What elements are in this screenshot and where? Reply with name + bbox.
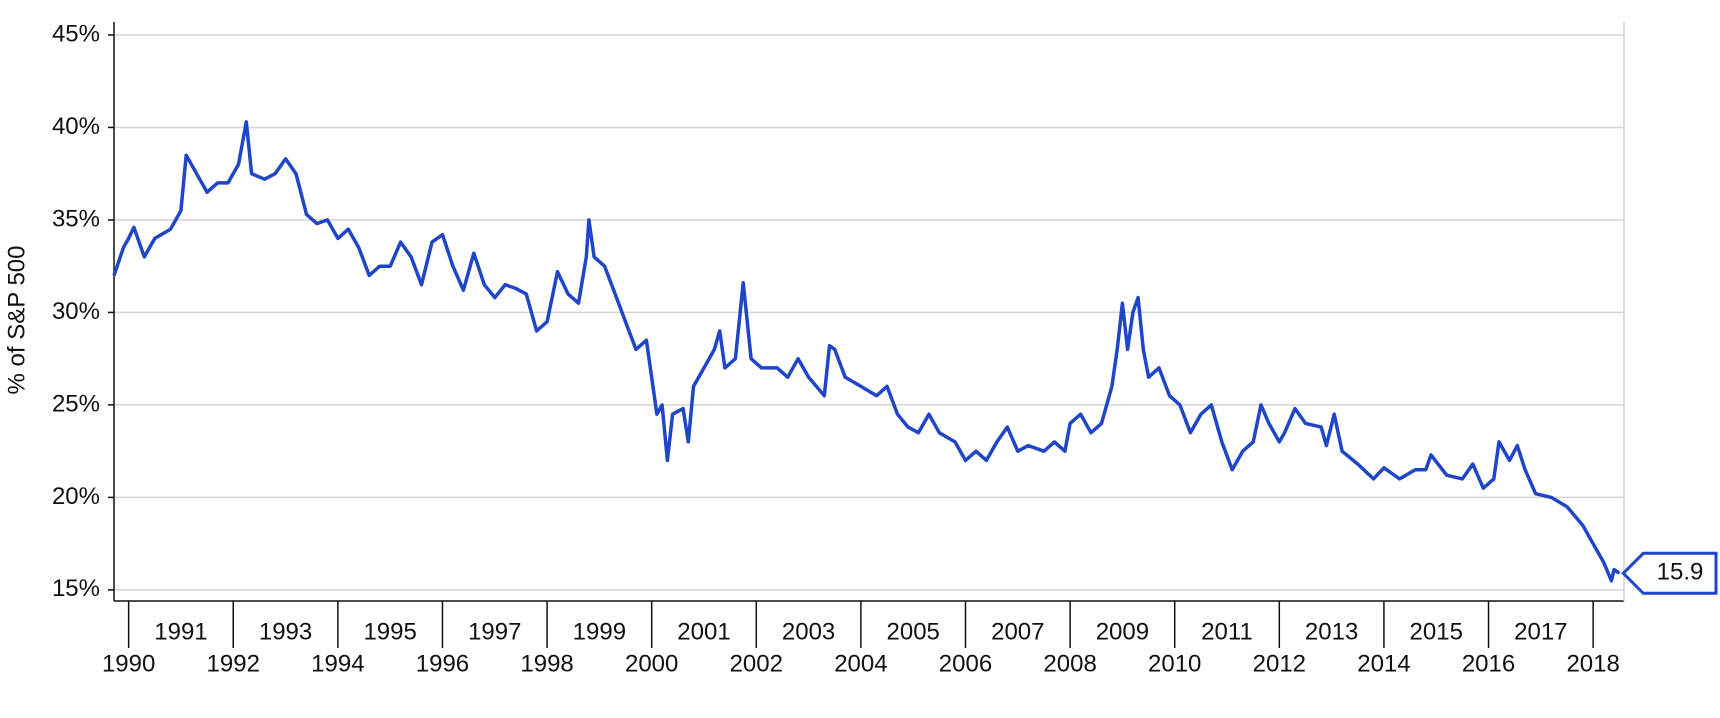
y-tick-label: 20% — [52, 483, 100, 510]
value-label: 15.9 — [1657, 559, 1704, 586]
x-tick-label: 2013 — [1305, 618, 1358, 645]
x-tick-label: 1999 — [573, 618, 626, 645]
x-tick-label: 2004 — [834, 650, 887, 677]
x-tick-label: 2009 — [1096, 618, 1149, 645]
x-tick-label: 1997 — [468, 618, 521, 645]
x-tick-label: 2000 — [625, 650, 678, 677]
line — [112, 120, 1621, 583]
x-tick-label: 1994 — [311, 650, 364, 677]
x-tick-label: 2001 — [677, 618, 730, 645]
y-tick-label: 25% — [52, 390, 100, 417]
x-tick-label: 1992 — [207, 650, 260, 677]
x-tick-label: 2014 — [1357, 650, 1410, 677]
y-tick-label: 40% — [52, 113, 100, 140]
x-tick-label: 1993 — [259, 618, 312, 645]
x-tick-label: 2011 — [1201, 618, 1253, 645]
x-tick-label: 2018 — [1566, 650, 1619, 677]
x-tick-label: 2002 — [730, 650, 783, 677]
x-tick-label: 2005 — [887, 618, 940, 645]
x-tick-label: 2006 — [939, 650, 992, 677]
x-tick-label: 2010 — [1148, 650, 1201, 677]
x-tick-label: 2007 — [991, 618, 1044, 645]
x-tick-label: 2016 — [1462, 650, 1515, 677]
callout — [1621, 551, 1718, 595]
y-tick-label: 35% — [52, 205, 100, 232]
x-tick-label: 2008 — [1043, 650, 1096, 677]
x-tick-label: 1998 — [520, 650, 573, 677]
y-tick-label: 30% — [52, 298, 100, 325]
x-tick-label: 1996 — [416, 650, 469, 677]
x-tick-label: 2012 — [1253, 650, 1306, 677]
x-tick-label: 1995 — [363, 618, 416, 645]
x-tick-label: 2015 — [1410, 618, 1463, 645]
y-tick-label: 15% — [52, 575, 100, 602]
y-tick-label: 45% — [52, 20, 100, 47]
x-tick-label: 1991 — [154, 618, 207, 645]
y-axis-label: % of S&P 500 — [3, 246, 30, 395]
x-tick-label: 1990 — [102, 650, 155, 677]
x-tick-label: 2003 — [782, 618, 835, 645]
x-tick-label: 2017 — [1514, 618, 1567, 645]
